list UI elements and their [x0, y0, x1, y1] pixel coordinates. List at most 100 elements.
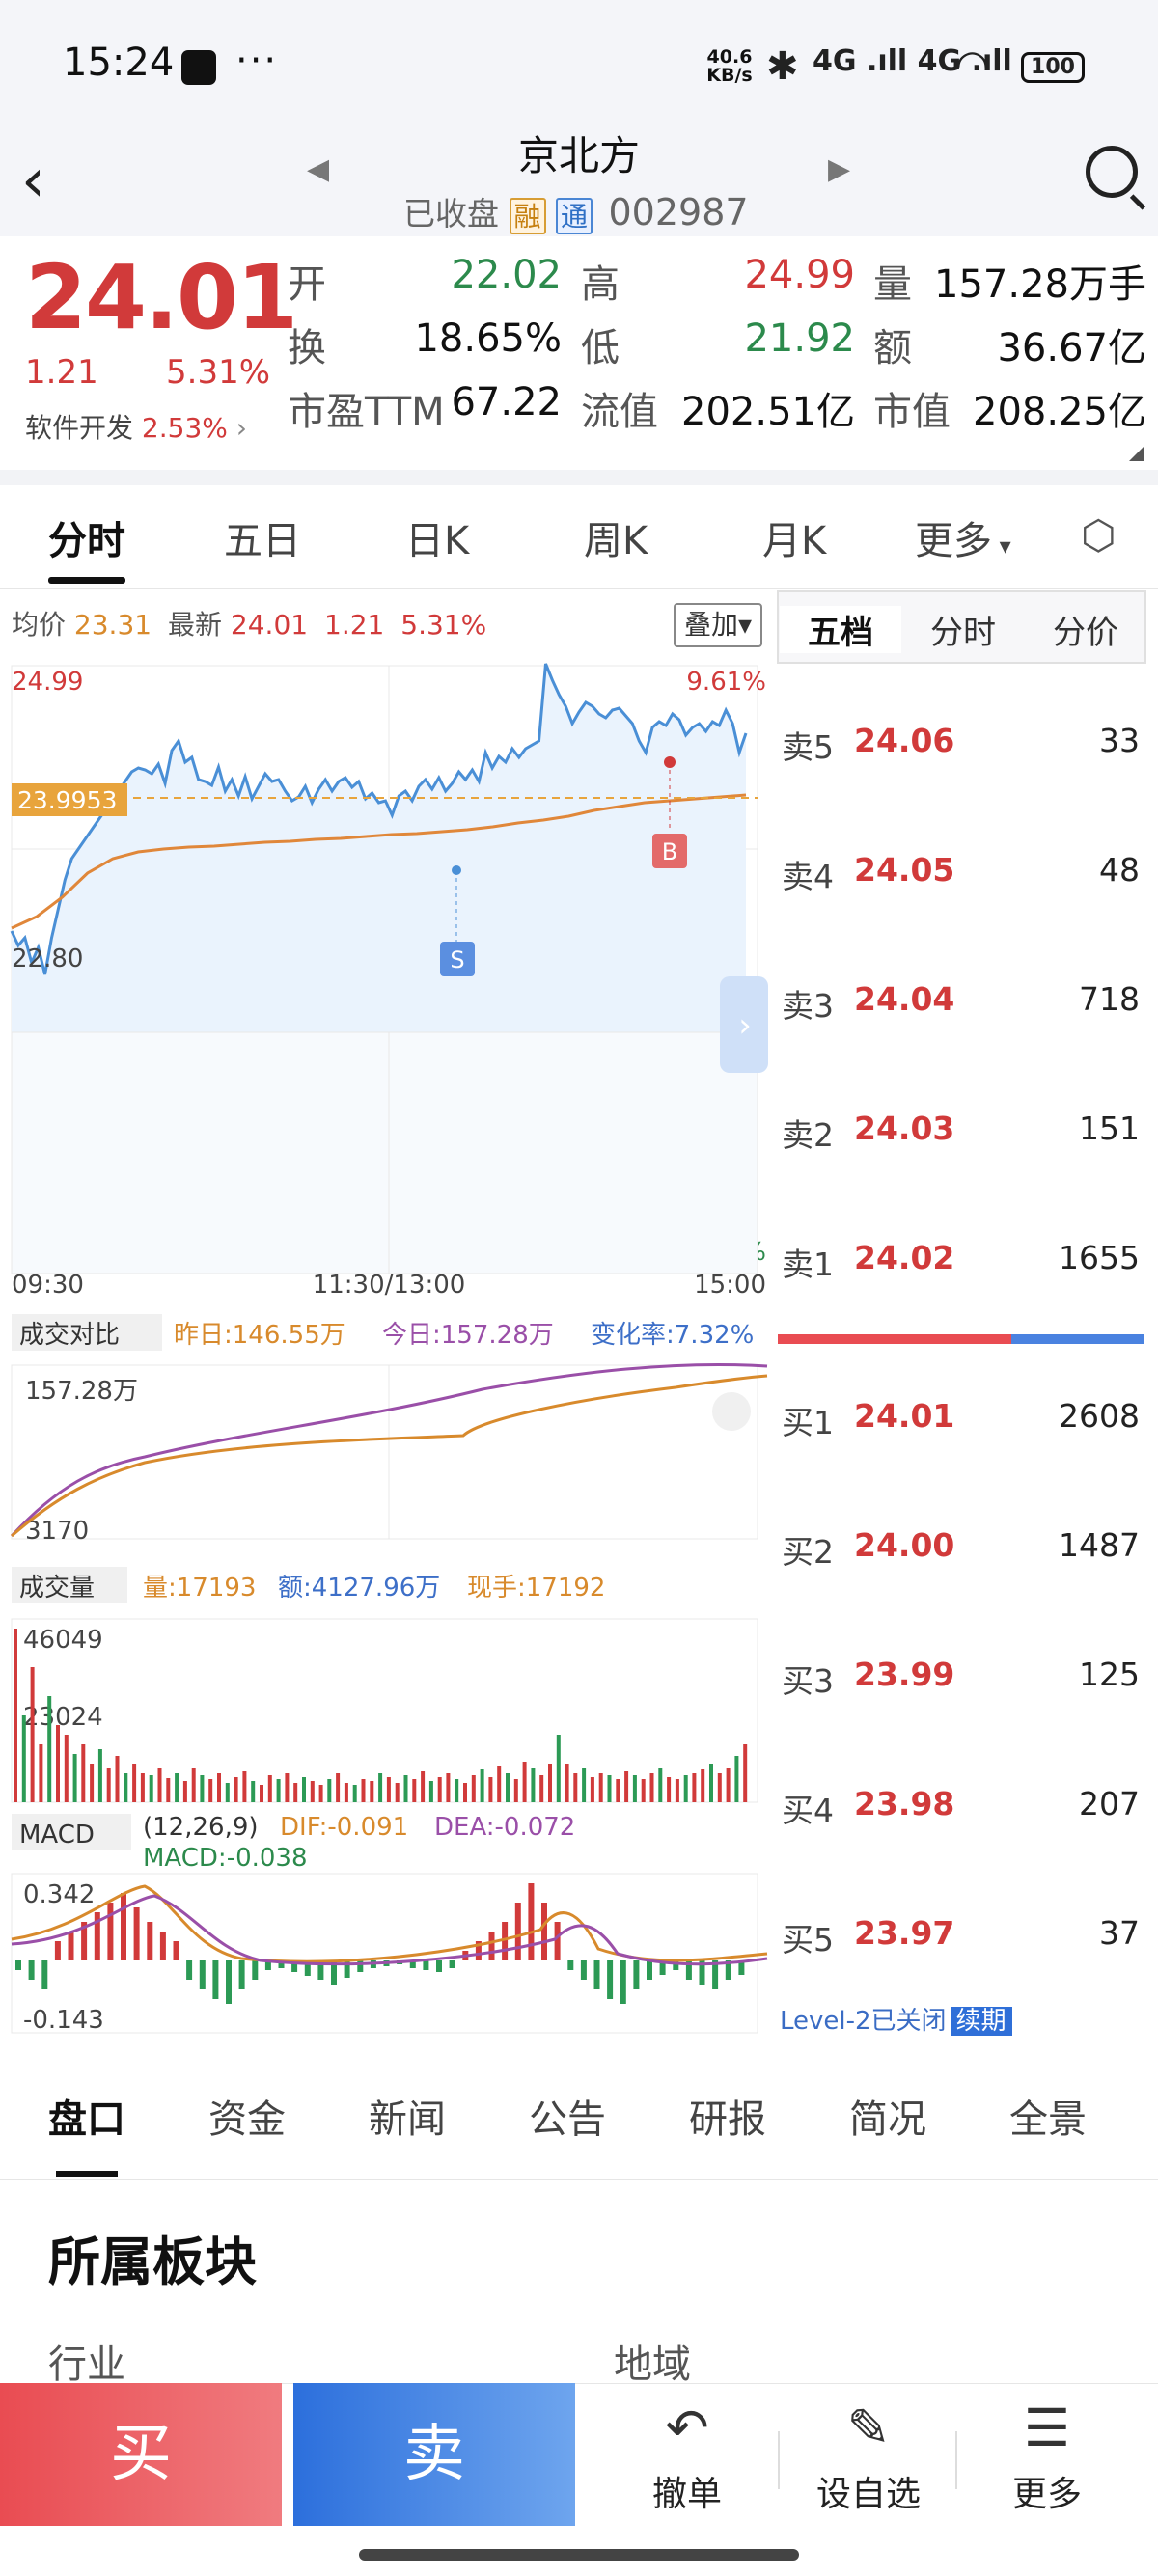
bid-row[interactable]: 买2 24.00 1487	[782, 1526, 1144, 1584]
tab-4[interactable]: 月K	[762, 519, 827, 563]
macd-bar	[738, 1960, 745, 1975]
back-icon[interactable]: ‹	[21, 145, 45, 215]
cancel-order-button[interactable]: ↶ 撤单	[610, 2391, 764, 2516]
order-volume: 125	[1079, 1656, 1140, 1693]
bid-row[interactable]: 买3 23.99 125	[782, 1656, 1144, 1713]
info-tab-indicator	[56, 2171, 118, 2177]
buy-button[interactable]: 买	[0, 2383, 282, 2526]
divider	[955, 2431, 957, 2489]
macd-bar	[159, 1932, 166, 1960]
compare-today: 今日:157.28万	[382, 1321, 554, 1350]
macd-bar	[607, 1960, 614, 1999]
tab-0[interactable]: 分时	[48, 519, 125, 563]
macd-bar	[685, 1960, 692, 1980]
orderbook-tab-2[interactable]: 分价	[1053, 614, 1118, 652]
volume-chip: 成交量	[19, 1574, 95, 1603]
compare-today-line	[10, 1362, 768, 1538]
compare-yesterday: 昨日:146.55万	[174, 1321, 345, 1350]
info-tab-6[interactable]: 全景	[1009, 2097, 1087, 2142]
cursor-price-box	[12, 783, 127, 816]
overlay-dropdown[interactable]: 叠加▾	[674, 603, 762, 647]
sell-button[interactable]: 卖	[293, 2383, 575, 2526]
search-icon[interactable]	[1086, 146, 1138, 198]
level2-status[interactable]: Level-2已关闭 续期	[780, 2001, 1012, 2037]
expand-corner-icon[interactable]	[1129, 446, 1144, 461]
volume-bar	[217, 1773, 221, 1802]
bid-row[interactable]: 买5 23.97 37	[782, 1914, 1144, 1972]
edit-icon: ✎	[846, 2398, 891, 2458]
orderbook-tab-0[interactable]: 五档	[780, 606, 901, 653]
order-volume: 48	[1099, 851, 1140, 889]
order-price: 23.99	[854, 1656, 955, 1693]
more-button[interactable]: ☰ 更多	[970, 2391, 1124, 2516]
menu-icon: ☰	[1023, 2398, 1071, 2458]
expand-handle	[720, 976, 768, 1073]
intraday-legend: 均价 23.31 最新 24.01 1.21 5.31%	[12, 609, 487, 641]
volume-bar	[480, 1769, 484, 1802]
info-tab-4[interactable]: 研报	[689, 2097, 766, 2142]
compare-y-top: 157.28万	[25, 1377, 138, 1406]
volume-bar	[182, 1781, 187, 1802]
ask-row[interactable]: 卖4 24.05 48	[782, 851, 1144, 909]
info-tab-3[interactable]: 公告	[529, 2097, 606, 2142]
macd-bar	[226, 1960, 232, 2004]
tab-2[interactable]: 日K	[405, 519, 470, 563]
renew-button[interactable]: 续期	[950, 2007, 1012, 2036]
quote-value: 157.28万手	[934, 262, 1146, 307]
volume-bar	[463, 1783, 467, 1802]
prev-stock-icon[interactable]: ◀	[307, 152, 330, 186]
settings-hex-icon[interactable]: ⬡	[1081, 511, 1117, 559]
macd-bar	[28, 1960, 35, 1980]
macd-bar	[212, 1960, 219, 1999]
order-price: 24.00	[854, 1526, 955, 1564]
order-level: 买3	[782, 1662, 834, 1700]
sector-link[interactable]: 软件开发 2.53% ›	[25, 412, 247, 444]
tab-1[interactable]: 五日	[224, 519, 301, 563]
volume-bar	[683, 1775, 688, 1802]
macd-bar	[186, 1960, 193, 1980]
info-tab-0[interactable]: 盘口	[48, 2097, 125, 2142]
volume-bar	[56, 1725, 60, 1802]
ask-row[interactable]: 卖3 24.04 718	[782, 980, 1144, 1038]
macd-bar	[107, 1903, 114, 1960]
volume-bar	[140, 1773, 145, 1802]
buy-marker-dot	[664, 756, 676, 768]
stock-code: 002987	[608, 191, 749, 233]
volume-bar	[421, 1771, 426, 1802]
add-watchlist-button[interactable]: ✎ 设自选	[791, 2391, 946, 2516]
divider	[778, 2431, 780, 2489]
volume-bar	[428, 1781, 433, 1802]
ask-ratio	[778, 1334, 1011, 1344]
last-price: 24.01	[25, 246, 298, 349]
volume-bar	[658, 1768, 663, 1802]
bluetooth-icon: ✱	[766, 44, 799, 89]
volume-bar	[72, 1754, 77, 1802]
info-tab-2[interactable]: 新闻	[369, 2097, 446, 2142]
undo-icon: ↶	[665, 2398, 709, 2458]
ask-row[interactable]: 卖5 24.06 33	[782, 722, 1144, 780]
order-price: 24.02	[854, 1239, 955, 1276]
volume-bar	[378, 1773, 383, 1802]
volume-chip-bg	[12, 1567, 127, 1603]
active-tab-indicator	[48, 577, 125, 584]
volume-bar	[200, 1775, 205, 1802]
intraday-chart[interactable]: 23.995324.999.61%22.8020.61-9.61%SB›09:3…	[0, 656, 772, 2045]
bid-ask-ratio-bar	[778, 1334, 1144, 1344]
volume-bar	[318, 1785, 323, 1802]
tab-5[interactable]: 更多 ▾	[915, 519, 1011, 563]
macd-chip: MACD	[19, 1821, 95, 1850]
bid-row[interactable]: 买4 23.98 207	[782, 1785, 1144, 1843]
macd-bar	[699, 1960, 705, 1985]
info-tab-1[interactable]: 资金	[208, 2097, 286, 2142]
home-indicator[interactable]	[359, 2549, 799, 2561]
x-end-label: 15:00	[694, 1271, 766, 1300]
bid-row[interactable]: 买1 24.01 2608	[782, 1397, 1144, 1455]
ask-row[interactable]: 卖2 24.03 151	[782, 1110, 1144, 1167]
price-line	[10, 663, 748, 975]
macd-bar	[344, 1960, 350, 1978]
orderbook-tab-1[interactable]: 分时	[930, 614, 996, 652]
ask-row[interactable]: 卖1 24.02 1655	[782, 1239, 1144, 1297]
info-tab-5[interactable]: 简况	[849, 2097, 926, 2142]
next-stock-icon[interactable]: ▶	[828, 152, 851, 186]
tab-3[interactable]: 周K	[584, 519, 648, 563]
